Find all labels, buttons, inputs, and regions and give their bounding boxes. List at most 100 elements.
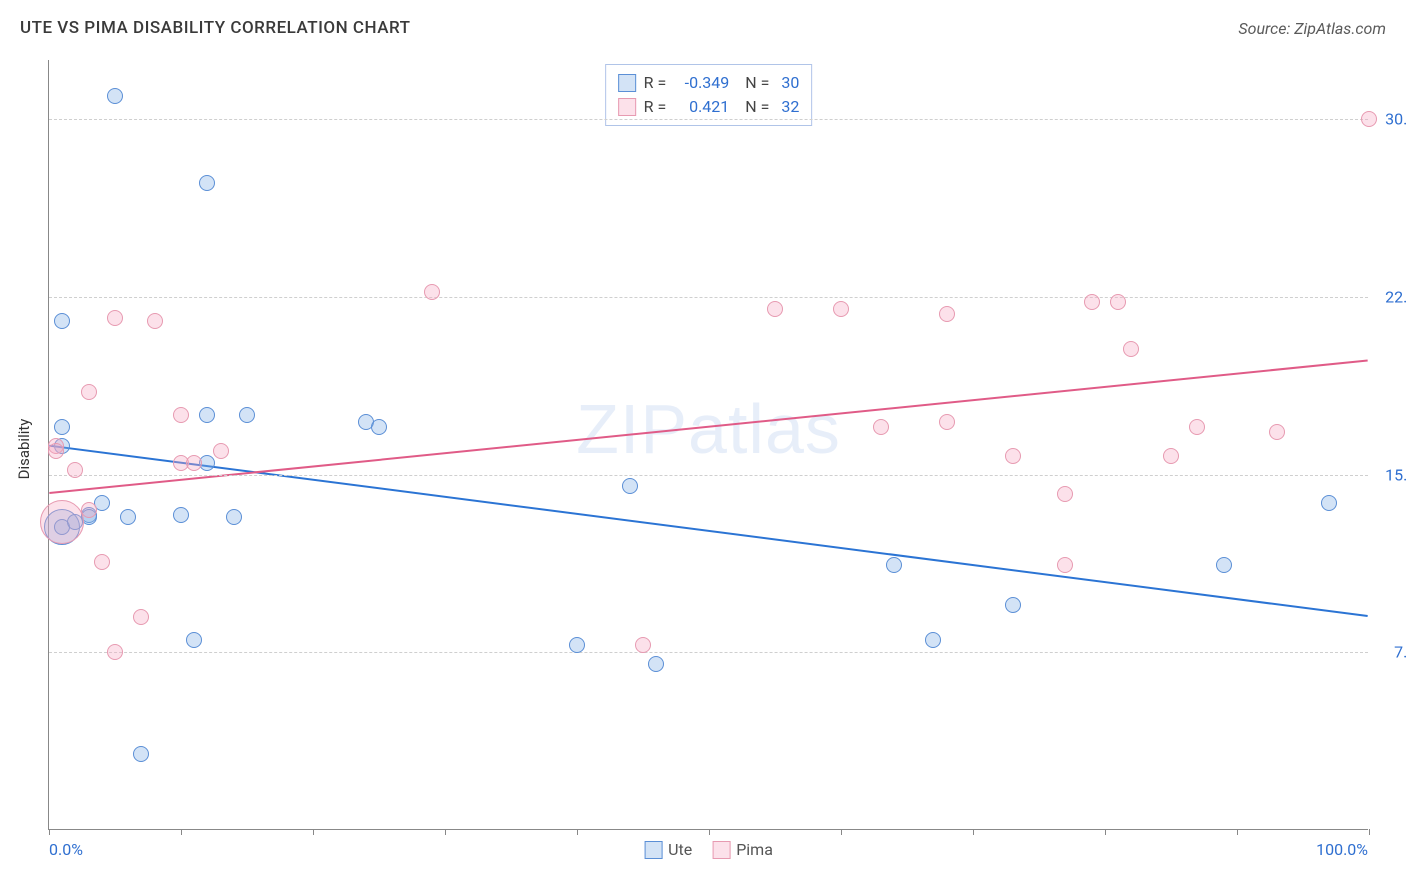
scatter-point [173, 507, 189, 523]
gridline [49, 119, 1368, 120]
x-tick [841, 829, 842, 835]
scatter-point [239, 407, 255, 423]
x-tick [313, 829, 314, 835]
ute-legend-label: Ute [668, 840, 692, 859]
trend-line [49, 361, 1367, 494]
scatter-point [186, 632, 202, 648]
scatter-point [54, 419, 70, 435]
scatter-point [133, 746, 149, 762]
y-tick-label: 22.5% [1373, 287, 1406, 306]
plot-area: ZIPatlas R = -0.349 N = 30 R = 0.421 N =… [48, 60, 1368, 830]
trend-line [49, 446, 1367, 616]
scatter-point [925, 632, 941, 648]
legend-row-pima: R = 0.421 N = 32 [618, 95, 800, 119]
scatter-point [199, 175, 215, 191]
scatter-point [107, 644, 123, 660]
scatter-point [939, 306, 955, 322]
scatter-point [1123, 341, 1139, 357]
gridline [49, 297, 1368, 298]
y-axis-label: Disability [15, 419, 33, 480]
scatter-point [1110, 294, 1126, 310]
scatter-point [424, 284, 440, 300]
scatter-point [1269, 424, 1285, 440]
scatter-point [81, 502, 97, 518]
pima-legend-label: Pima [736, 840, 773, 859]
scatter-point [147, 313, 163, 329]
correlation-legend: R = -0.349 N = 30 R = 0.421 N = 32 [605, 64, 813, 126]
pima-swatch [618, 98, 636, 116]
scatter-point [622, 478, 638, 494]
x-tick [49, 829, 50, 835]
x-axis-end-label: 100.0% [1316, 840, 1368, 859]
x-tick [1237, 829, 1238, 835]
legend-item-ute: Ute [644, 840, 692, 859]
scatter-point [226, 509, 242, 525]
scatter-point [1084, 294, 1100, 310]
chart-title: UTE VS PIMA DISABILITY CORRELATION CHART [20, 18, 410, 38]
trend-lines [49, 60, 1368, 829]
chart-source: Source: ZipAtlas.com [1238, 19, 1386, 38]
x-tick [709, 829, 710, 835]
scatter-point [94, 554, 110, 570]
x-tick [1369, 829, 1370, 835]
gridline [49, 475, 1368, 476]
scatter-point [939, 414, 955, 430]
scatter-point [767, 301, 783, 317]
n-label: N = [737, 71, 769, 95]
scatter-point [1216, 557, 1232, 573]
x-tick [445, 829, 446, 835]
legend-item-pima: Pima [712, 840, 773, 859]
scatter-point [199, 407, 215, 423]
scatter-point [120, 509, 136, 525]
scatter-point [107, 88, 123, 104]
x-tick [973, 829, 974, 835]
scatter-point [1189, 419, 1205, 435]
legend-row-ute: R = -0.349 N = 30 [618, 71, 800, 95]
scatter-point [1005, 597, 1021, 613]
scatter-point [648, 656, 664, 672]
scatter-point [569, 637, 585, 653]
pima-swatch-bottom [712, 841, 730, 859]
scatter-point [81, 384, 97, 400]
scatter-point [173, 407, 189, 423]
scatter-point [1361, 111, 1377, 127]
scatter-point [833, 301, 849, 317]
y-tick-label: 7.5% [1373, 643, 1406, 662]
scatter-point [635, 637, 651, 653]
scatter-point [186, 455, 202, 471]
ute-swatch-bottom [644, 841, 662, 859]
watermark: ZIPatlas [576, 389, 841, 469]
x-tick [1105, 829, 1106, 835]
ute-n-value: 30 [781, 71, 799, 95]
scatter-point [873, 419, 889, 435]
series-legend: Ute Pima [644, 840, 773, 859]
scatter-point [1057, 557, 1073, 573]
pima-n-value: 32 [781, 95, 799, 119]
chart-header: UTE VS PIMA DISABILITY CORRELATION CHART… [20, 18, 1386, 38]
scatter-point [1057, 486, 1073, 502]
scatter-point [886, 557, 902, 573]
scatter-point [1321, 495, 1337, 511]
scatter-point [371, 419, 387, 435]
y-tick-label: 30.0% [1373, 110, 1406, 129]
x-tick [577, 829, 578, 835]
x-tick [181, 829, 182, 835]
pima-r-value: 0.421 [674, 95, 729, 119]
scatter-point [1005, 448, 1021, 464]
y-tick-label: 15.0% [1373, 465, 1406, 484]
scatter-point [67, 462, 83, 478]
scatter-point [48, 443, 64, 459]
scatter-point [213, 443, 229, 459]
scatter-point [107, 310, 123, 326]
ute-r-value: -0.349 [674, 71, 729, 95]
r-label: R = [644, 71, 667, 95]
scatter-point [1163, 448, 1179, 464]
x-axis-start-label: 0.0% [49, 840, 83, 859]
gridline [49, 652, 1368, 653]
r-label: R = [644, 95, 667, 119]
scatter-point [54, 313, 70, 329]
ute-swatch [618, 74, 636, 92]
n-label: N = [737, 95, 769, 119]
scatter-point [133, 609, 149, 625]
scatter-point-large [40, 500, 84, 544]
